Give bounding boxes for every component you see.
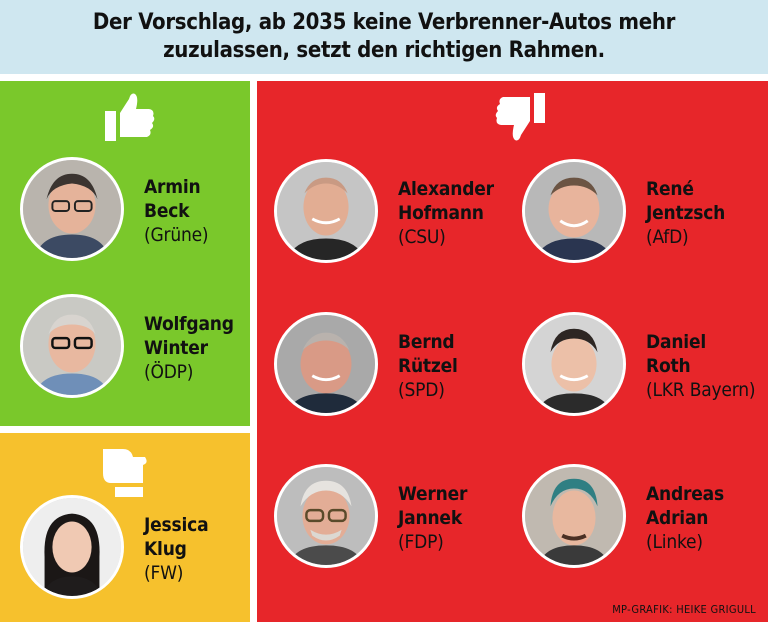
party: (SPD)	[398, 379, 445, 401]
party: (Grüne)	[144, 224, 209, 246]
portrait-photo	[20, 495, 124, 599]
person-card: Andreas Adrian (Linke)	[522, 464, 762, 572]
person-info: Alexander Hofmann (CSU)	[398, 177, 494, 249]
agree-panel: Armin Beck (Grüne) Wolfgang Winter (ÖDP)	[0, 81, 250, 426]
headline: Der Vorschlag, ab 2035 keine Verbrenner-…	[92, 10, 676, 63]
last-name: Winter	[144, 337, 208, 359]
first-name: Wolfgang	[144, 313, 234, 335]
person-card: Wolfgang Winter (ÖDP)	[20, 294, 260, 402]
person-card: Jessica Klug (FW)	[20, 495, 260, 603]
last-name: Rützel	[398, 355, 458, 377]
portrait-photo	[20, 157, 124, 261]
person-card: Werner Jannek (FDP)	[274, 464, 514, 572]
portrait-photo	[274, 312, 378, 416]
person-info: Bernd Rützel (SPD)	[398, 330, 458, 402]
last-name: Jentzsch	[646, 202, 726, 224]
last-name: Jannek	[398, 507, 462, 529]
party: (FW)	[144, 562, 184, 584]
first-name: Daniel	[646, 331, 707, 353]
party: (LKR Bayern)	[646, 379, 756, 401]
party: (CSU)	[398, 226, 446, 248]
first-name: René	[646, 178, 694, 200]
person-info: Werner Jannek (FDP)	[398, 482, 467, 554]
portrait-photo	[20, 294, 124, 398]
portrait-photo	[522, 312, 626, 416]
first-name: Andreas	[646, 483, 724, 505]
person-info: Armin Beck (Grüne)	[144, 175, 209, 247]
last-name: Adrian	[646, 507, 709, 529]
thumbs-down-icon	[493, 89, 549, 145]
party: (Linke)	[646, 531, 703, 553]
person-info: René Jentzsch (AfD)	[646, 177, 725, 249]
portrait-photo	[274, 464, 378, 568]
person-card: Alexander Hofmann (CSU)	[274, 159, 514, 267]
party: (FDP)	[398, 531, 444, 553]
person-info: Wolfgang Winter (ÖDP)	[144, 312, 234, 384]
portrait-photo	[522, 159, 626, 263]
portrait-photo	[274, 159, 378, 263]
person-card: René Jentzsch (AfD)	[522, 159, 762, 267]
person-card: Bernd Rützel (SPD)	[274, 312, 514, 420]
header-banner: Der Vorschlag, ab 2035 keine Verbrenner-…	[0, 0, 768, 74]
person-card: Daniel Roth (LKR Bayern)	[522, 312, 762, 420]
first-name: Bernd	[398, 331, 455, 353]
last-name: Roth	[646, 355, 691, 377]
disagree-panel: Alexander Hofmann (CSU) Bernd Rützel (SP…	[257, 81, 768, 622]
graphic-credit: MP-GRAFIK: HEIKE GRIGULL	[612, 603, 756, 616]
party: (ÖDP)	[144, 361, 194, 383]
last-name: Beck	[144, 200, 190, 222]
first-name: Werner	[398, 483, 468, 505]
person-info: Jessica Klug (FW)	[144, 513, 209, 585]
last-name: Klug	[144, 538, 187, 560]
thumbs-sideways-icon	[97, 443, 153, 499]
first-name: Armin	[144, 176, 201, 198]
last-name: Hofmann	[398, 202, 484, 224]
neutral-panel: Jessica Klug (FW)	[0, 433, 250, 622]
party: (AfD)	[646, 226, 689, 248]
first-name: Jessica	[144, 514, 209, 536]
person-info: Daniel Roth (LKR Bayern)	[646, 330, 756, 402]
person-card: Armin Beck (Grüne)	[20, 157, 260, 265]
portrait-photo	[522, 464, 626, 568]
person-info: Andreas Adrian (Linke)	[646, 482, 724, 554]
thumbs-up-icon	[101, 89, 157, 145]
first-name: Alexander	[398, 178, 494, 200]
